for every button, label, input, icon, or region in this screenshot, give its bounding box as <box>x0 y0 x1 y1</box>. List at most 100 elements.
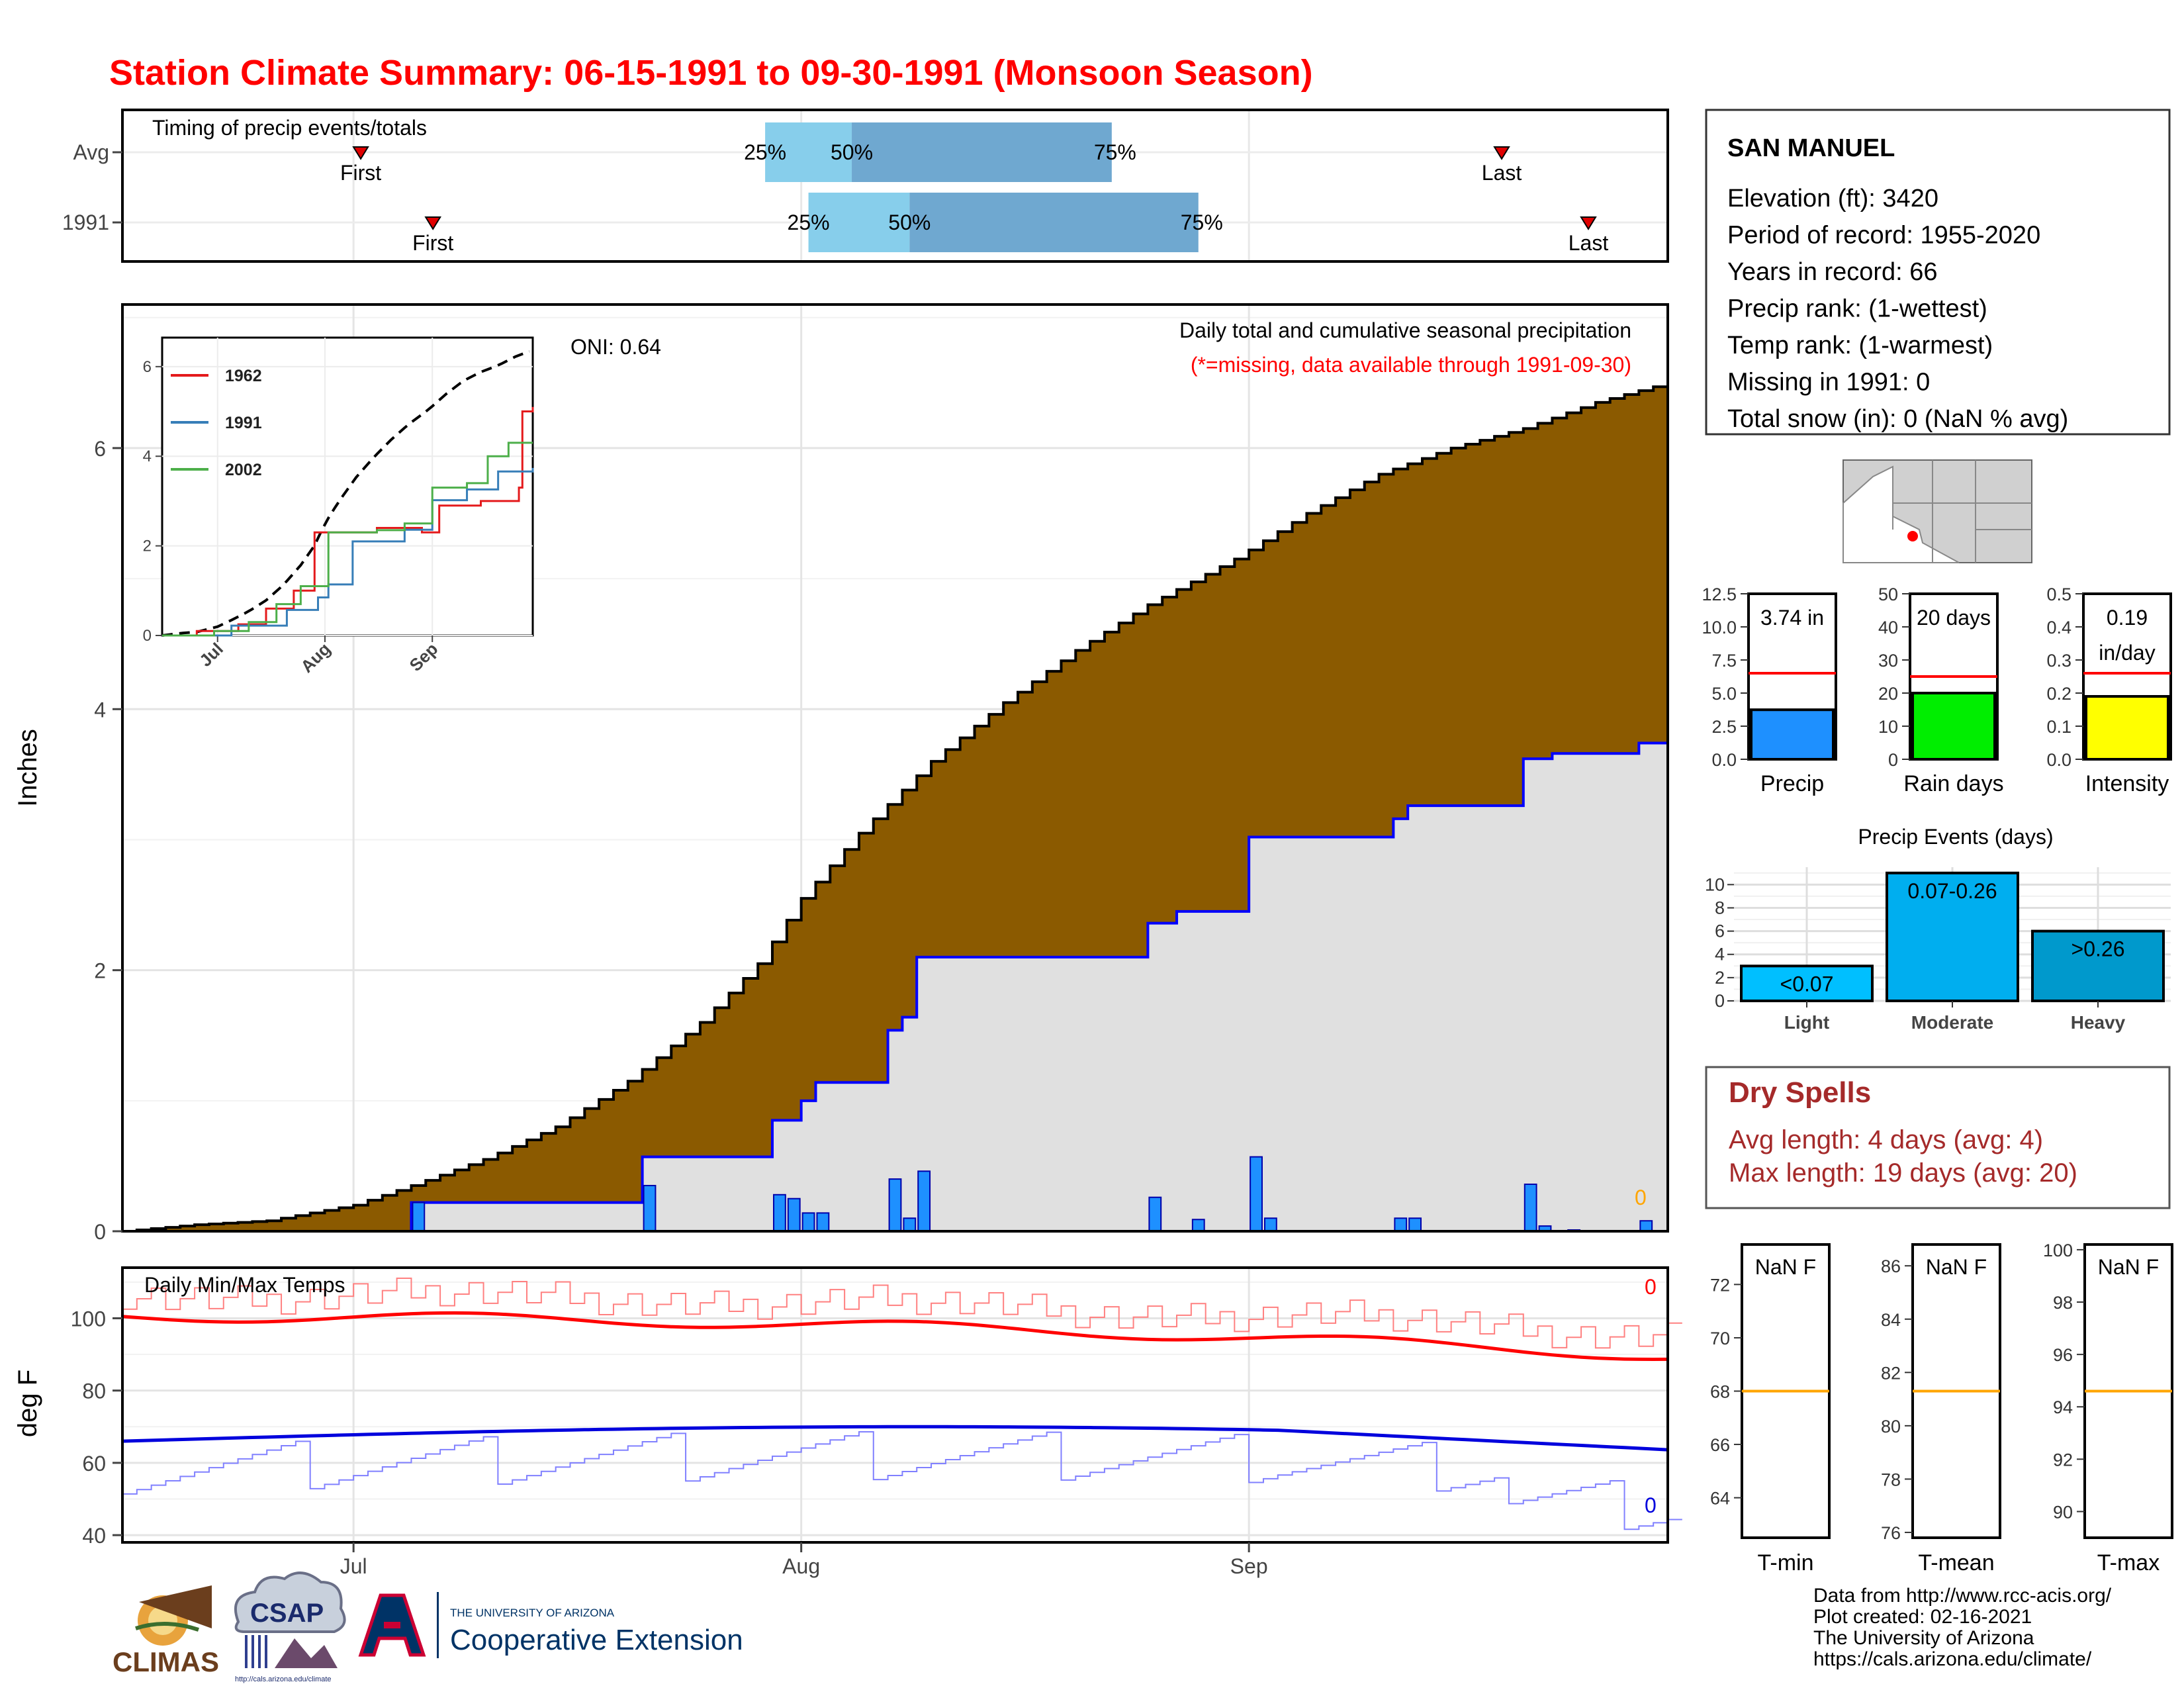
csap-logo-url: http://cals.arizona.edu/climate <box>235 1675 332 1683</box>
climas-logo-text: CLIMAS <box>113 1646 219 1677</box>
station-info-line: Period of record: 1955-2020 <box>1727 222 2040 250</box>
mini-bar-tick-label: 0.1 <box>2046 717 2071 737</box>
timing-panel-label: Timing of precip events/totals <box>152 116 427 140</box>
event-bar <box>1886 871 2019 1002</box>
temp-box-label: T-min <box>1758 1550 1814 1575</box>
precip-ytick-label: 0 <box>94 1220 106 1244</box>
mini-bar-tick-label: 0.3 <box>2046 651 2071 671</box>
timing-row-label: Avg <box>73 140 109 164</box>
temp-box-tick-label: 96 <box>2053 1345 2073 1365</box>
mini-bar-value <box>2085 695 2169 761</box>
temp-ytick-label: 40 <box>82 1524 106 1548</box>
temp-box-tick-label: 66 <box>1710 1435 1730 1455</box>
timing-first-label: First <box>340 161 381 185</box>
mini-bar-value-label: 3.74 in <box>1760 606 1824 630</box>
timing-q50-label: 50% <box>831 140 873 164</box>
station-info-line: Missing in 1991: 0 <box>1727 369 1930 397</box>
daily-precip-bar <box>1408 1217 1422 1233</box>
timing-q25-label: 25% <box>788 211 830 234</box>
timing-last-marker <box>1580 216 1597 230</box>
inset-ytick-label: 2 <box>143 538 152 555</box>
temp-panel: 40 60 80 100 deg F Daily Min/Max Temps 0 0 <box>13 1266 1682 1548</box>
temp-missing-max: 0 <box>1645 1275 1657 1299</box>
dry-spells-max: Max length: 19 days (avg: 20) <box>1729 1158 2077 1188</box>
ua-logo: THE UNIVERSITY OF ARIZONA Cooperative Ex… <box>358 1592 743 1658</box>
footer-credits: Data from http://www.rcc-acis.org/Plot c… <box>1813 1585 2112 1670</box>
daily-precip-bar <box>412 1201 426 1233</box>
mini-bar-tick-label: 0.2 <box>2046 684 2071 704</box>
inset-ytick-label: 6 <box>143 358 152 376</box>
timing-q50-label: 50% <box>888 211 931 234</box>
climas-logo: CLIMAS <box>113 1585 219 1677</box>
mini-bar-value-unit: in/day <box>2099 641 2155 665</box>
timing-first-label: First <box>412 231 453 255</box>
event-bar <box>1740 964 1874 1002</box>
mini-bar-tick-label: 12.5 <box>1702 585 1737 604</box>
daily-precip-bar <box>1250 1156 1263 1232</box>
inset-series-line <box>162 442 533 637</box>
observed-cumulative-line <box>122 741 1668 1233</box>
mini-bar-tick-label: 0 <box>1888 750 1898 770</box>
events-tick-label: 6 <box>1715 921 1725 941</box>
timing-bar-q50-q75 <box>909 193 1199 252</box>
station-info-line: Total snow (in): 0 (NaN % avg) <box>1727 405 2068 433</box>
temp-ytick-label: 100 <box>71 1307 106 1331</box>
mini-bar-tick-label: 2.5 <box>1711 717 1737 737</box>
mini-bar-value <box>1911 692 1996 761</box>
daily-precip-bar <box>787 1197 801 1232</box>
events-tick-label: 8 <box>1715 898 1725 917</box>
precip-events-title: Precip Events (days) <box>1858 825 2053 849</box>
temp-box-value: NaN F <box>1755 1255 1816 1279</box>
temp-ytick-label: 60 <box>82 1452 106 1476</box>
temp-title: Daily Min/Max Temps <box>144 1273 345 1297</box>
precip-ylabel: Inches <box>13 729 42 807</box>
events-tick-label: 2 <box>1715 968 1725 988</box>
mini-bar-tick-label: 50 <box>1878 585 1898 604</box>
event-bar-label: <0.07 <box>1780 972 1834 996</box>
station-info-box: SAN MANUEL Elevation (ft): 3420 Period of… <box>1705 109 2171 436</box>
mini-bar-value-label: 0.19 <box>2107 606 2148 630</box>
mini-bar-tick-label: 30 <box>1878 651 1898 671</box>
mini-bar-tick-label: 40 <box>1878 618 1898 637</box>
timing-last-marker <box>1493 146 1510 160</box>
daily-precip-bar <box>1394 1217 1408 1233</box>
temp-box-tick-label: 86 <box>1881 1256 1901 1276</box>
precip-title: Daily total and cumulative seasonal prec… <box>1179 318 1631 342</box>
footer-line: Plot created: 02-16-2021 <box>1813 1606 2032 1628</box>
inset-ytick-label: 0 <box>143 627 152 645</box>
footer-line: https://cals.arizona.edu/climate/ <box>1813 1648 2092 1670</box>
temp-box-tick-label: 72 <box>1710 1275 1730 1295</box>
temp-ylabel: deg F <box>13 1370 42 1437</box>
temp-ytick-label: 80 <box>82 1380 106 1403</box>
tmax-average-line <box>122 1311 1668 1361</box>
timing-first-marker <box>352 146 369 160</box>
csap-logo: CSAP http://cals.arizona.edu/climate <box>234 1571 346 1683</box>
footer-line: The University of Arizona <box>1813 1627 2034 1649</box>
temp-box-label: T-mean <box>1918 1550 1994 1575</box>
temp-box-tick-label: 70 <box>1710 1329 1730 1348</box>
xtick-label: Jul <box>340 1554 367 1578</box>
footer-line: Data from http://www.rcc-acis.org/ <box>1813 1585 2112 1607</box>
mini-bar-tick-label: 7.5 <box>1711 651 1737 671</box>
daily-precip-bar <box>643 1184 657 1233</box>
events-tick-label: 10 <box>1705 874 1725 894</box>
precip-ytick-label: 2 <box>94 959 106 983</box>
events-tick-label: 0 <box>1715 991 1725 1011</box>
tmin-observed-line <box>122 1431 1682 1530</box>
daily-precip-bar <box>1191 1219 1205 1233</box>
station-name: SAN MANUEL <box>1727 134 1895 162</box>
csap-logo-text: CSAP <box>250 1599 324 1628</box>
precip-missing-count: 0 <box>1635 1186 1647 1209</box>
temp-box-tick-label: 94 <box>2053 1397 2073 1417</box>
inset-legend-label: 2002 <box>225 461 262 479</box>
daily-precip-bar <box>1524 1184 1537 1232</box>
dry-spells-title: Dry Spells <box>1729 1076 1871 1109</box>
timing-q75-label: 75% <box>1181 211 1223 234</box>
precip-ytick-label: 6 <box>94 437 106 461</box>
timing-bar-q25-q50 <box>808 193 910 252</box>
event-bar-label: 0.07-0.26 <box>1907 879 1997 903</box>
mini-bar-tick-label: 5.0 <box>1711 684 1737 704</box>
ua-logo-small: THE UNIVERSITY OF ARIZONA <box>450 1607 615 1619</box>
observed-cumulative-area <box>122 743 1668 1231</box>
